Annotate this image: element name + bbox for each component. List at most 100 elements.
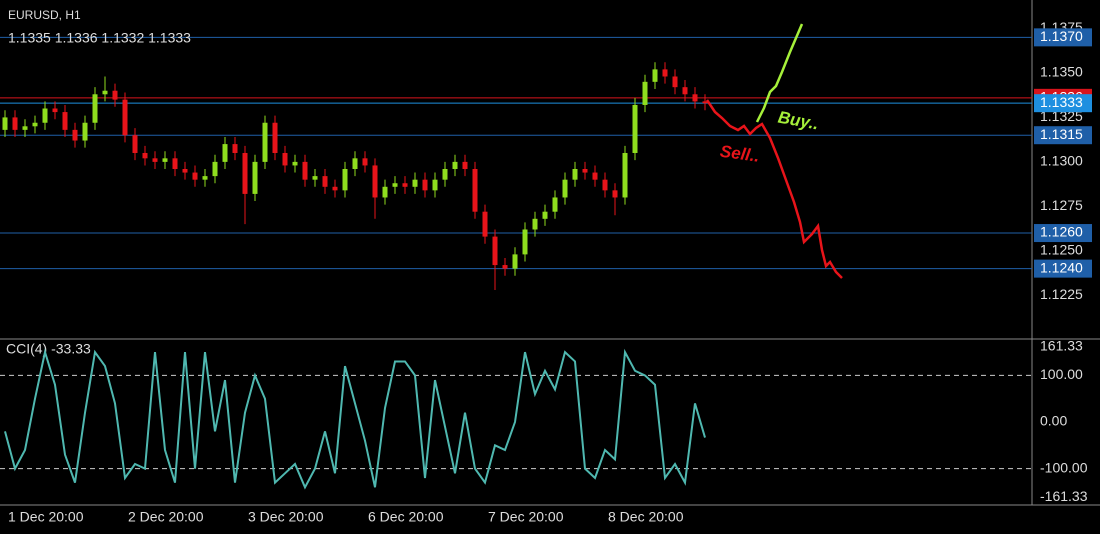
level-label-box: [1034, 224, 1092, 243]
candle-body: [562, 179, 568, 198]
candle-body: [182, 169, 188, 173]
candle-body: [532, 218, 538, 230]
candle-body: [352, 158, 358, 169]
candle-body: [632, 104, 638, 153]
symbol-label: EURUSD, H1: [8, 8, 81, 22]
candle-body: [652, 69, 658, 82]
candle-body: [412, 179, 418, 187]
candle-body: [262, 122, 268, 162]
candle-body: [452, 161, 458, 169]
candle-body: [192, 172, 198, 180]
x-tick-label: 3 Dec 20:00: [248, 509, 324, 525]
level-label: 1.1240: [1040, 259, 1083, 275]
candle-body: [242, 152, 248, 194]
candle-body: [382, 186, 388, 198]
candle-body: [212, 161, 218, 177]
candle-body: [12, 117, 18, 130]
candle-body: [662, 69, 668, 77]
y-tick-label: 1.1250: [1040, 242, 1083, 258]
candle-body: [102, 90, 108, 95]
y-tick-label: 1.1350: [1040, 64, 1083, 80]
price-panel: 1.13751.13501.13251.13001.12751.12501.12…: [0, 19, 1092, 302]
level-label-box: [1034, 28, 1092, 47]
level-label-box: [1034, 94, 1092, 113]
candle-body: [32, 122, 38, 127]
candle-body: [72, 129, 78, 141]
x-tick-label: 6 Dec 20:00: [368, 509, 444, 525]
candle-body: [392, 183, 398, 187]
candle-body: [492, 236, 498, 266]
level-label: 1.1260: [1040, 224, 1083, 240]
candle-body: [302, 161, 308, 180]
candle-body: [522, 229, 528, 255]
candle-body: [542, 211, 548, 219]
candle-body: [332, 186, 338, 191]
candle-body: [602, 179, 608, 191]
candle-body: [52, 108, 58, 113]
candle-body: [112, 90, 118, 100]
candle-body: [372, 165, 378, 198]
candle-body: [672, 76, 678, 88]
candle-body: [282, 152, 288, 166]
y-tick-label: 161.33: [1040, 338, 1083, 354]
level-label-box: [1034, 126, 1092, 145]
candle-body: [442, 169, 448, 180]
candle-body: [82, 122, 88, 141]
level-label: 1.1315: [1040, 126, 1083, 142]
y-tick-label: 1.1275: [1040, 197, 1083, 213]
y-tick-label: 1.1225: [1040, 286, 1083, 302]
candle-body: [142, 152, 148, 159]
candle-body: [22, 126, 28, 130]
cci-panel: 161.33 100.00 0.00 -100.00 -161.33 CCI(4) -33…: [0, 338, 1088, 504]
x-tick-label: 8 Dec 20:00: [608, 509, 684, 525]
candle-body: [482, 211, 488, 237]
candle-body: [702, 101, 708, 104]
buy-projection: [755, 23, 804, 123]
candle-body: [92, 94, 98, 123]
candle-body: [612, 190, 618, 198]
indicator-title: CCI(4) -33.33: [6, 341, 91, 357]
candle-body: [572, 169, 578, 180]
candle-body: [252, 161, 258, 194]
cci-line: [4, 348, 706, 490]
candle-body: [512, 254, 518, 269]
y-tick-label: -100.00: [1040, 459, 1088, 475]
candle-body: [312, 176, 318, 180]
x-tick-label: 1 Dec 20:00: [8, 509, 84, 525]
candle-body: [502, 265, 508, 269]
candle-body: [362, 158, 368, 166]
candle-body: [202, 176, 208, 180]
candle-body: [422, 179, 428, 191]
candle-body: [462, 161, 468, 169]
candle-body: [342, 169, 348, 191]
candle-body: [582, 169, 588, 173]
candle-body: [272, 122, 278, 153]
candle-body: [132, 135, 138, 153]
candle-body: [232, 144, 238, 153]
candle-body: [322, 176, 328, 187]
y-tick-label: -161.33: [1040, 488, 1088, 504]
candle-body: [42, 108, 48, 123]
candle-body: [222, 144, 228, 162]
candle-body: [62, 112, 68, 130]
y-tick-label: 1.1300: [1040, 153, 1083, 169]
candle-body: [162, 158, 168, 162]
candle-body: [472, 169, 478, 212]
level-label: 1.1333: [1040, 94, 1083, 110]
level-label-box: [1034, 259, 1092, 278]
level-label: 1.1370: [1040, 28, 1083, 44]
y-tick-label: 0.00: [1040, 413, 1067, 429]
x-tick-label: 7 Dec 20:00: [488, 509, 564, 525]
candle-body: [552, 197, 558, 212]
sell-projection: [705, 99, 843, 279]
candle-body: [432, 179, 438, 191]
candle-body: [692, 94, 698, 102]
candle-body: [152, 158, 158, 162]
y-tick-label: 100.00: [1040, 366, 1083, 382]
candle-body: [172, 158, 178, 169]
candle-body: [402, 183, 408, 187]
candle-body: [592, 172, 598, 180]
ohlc-label: 1.1335 1.1336 1.1332 1.1333: [8, 30, 191, 46]
